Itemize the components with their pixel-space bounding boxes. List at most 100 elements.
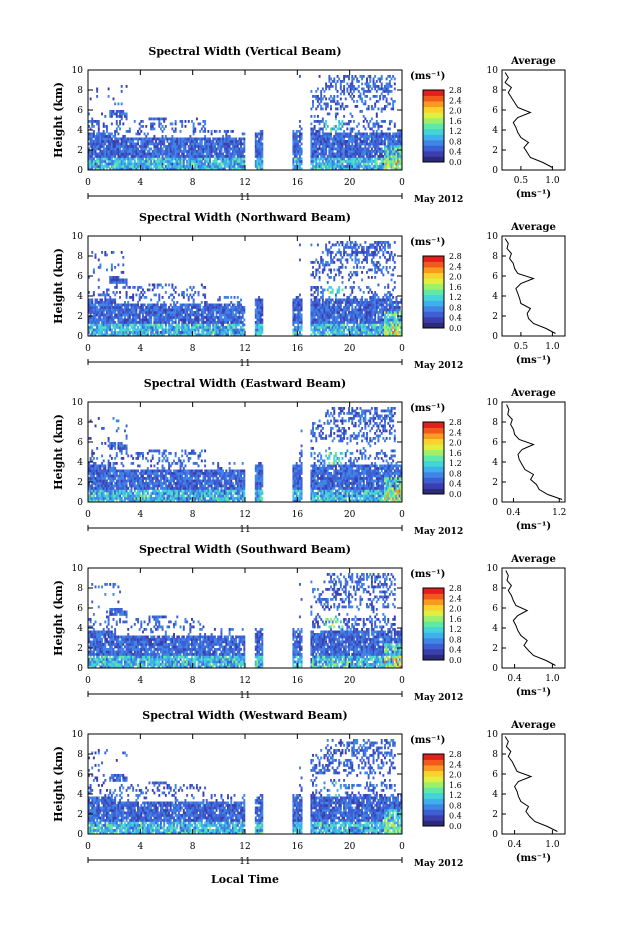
heatmap-cell bbox=[228, 160, 231, 163]
heatmap-cell bbox=[343, 306, 346, 309]
heatmap-cell bbox=[313, 331, 316, 334]
heatmap-cell bbox=[133, 145, 136, 148]
heatmap-cell bbox=[372, 150, 375, 153]
heatmap-cell bbox=[107, 311, 110, 314]
heatmap-cell bbox=[313, 296, 316, 299]
heatmap-cell bbox=[177, 326, 180, 329]
heatmap-cell bbox=[223, 130, 226, 133]
heatmap-cell bbox=[209, 321, 211, 324]
heatmap-cell bbox=[375, 120, 378, 123]
heatmap-cell bbox=[316, 130, 319, 133]
heatmap-cell bbox=[101, 323, 104, 327]
heatmap-cell bbox=[334, 107, 337, 111]
heatmap-cell bbox=[339, 135, 342, 138]
heatmap-cell bbox=[387, 145, 390, 148]
heatmap-cell bbox=[204, 137, 207, 141]
heatmap-cell bbox=[117, 115, 120, 118]
heatmap-cell bbox=[352, 298, 355, 302]
heatmap-cell bbox=[312, 157, 314, 161]
heatmap-cell bbox=[348, 278, 350, 282]
heatmap-cell bbox=[334, 298, 337, 302]
heatmap-cell bbox=[168, 283, 171, 287]
heatmap-cell bbox=[318, 165, 321, 168]
heatmap-cell bbox=[133, 306, 136, 309]
heatmap-cell bbox=[181, 321, 184, 324]
heatmap-cell bbox=[312, 316, 314, 319]
heatmap-cell bbox=[372, 145, 375, 148]
heatmap-cell bbox=[384, 107, 386, 111]
heatmap-cell bbox=[320, 92, 323, 96]
heatmap-cell bbox=[379, 150, 382, 153]
heatmap-cell bbox=[128, 321, 131, 324]
heatmap-cell bbox=[385, 135, 388, 138]
heatmap-cell bbox=[380, 77, 383, 81]
heatmap-cell bbox=[117, 142, 120, 146]
heatmap-cell bbox=[338, 248, 341, 252]
heatmap-cell bbox=[321, 140, 324, 143]
heatmap-cell bbox=[171, 122, 174, 126]
heatmap-cell bbox=[200, 328, 203, 332]
heatmap-cell bbox=[233, 142, 236, 146]
heatmap-cell bbox=[96, 167, 99, 171]
heatmap-cell bbox=[310, 145, 313, 148]
heatmap-cell bbox=[393, 137, 396, 141]
heatmap-cell bbox=[354, 155, 357, 158]
heatmap-cell bbox=[367, 328, 370, 332]
heatmap-cell bbox=[318, 333, 321, 337]
heatmap-cell bbox=[388, 132, 391, 136]
heatmap-cell bbox=[349, 152, 352, 156]
heatmap-cell bbox=[367, 152, 370, 156]
heatmap-cell bbox=[153, 283, 156, 287]
heatmap-cell bbox=[217, 316, 220, 319]
heatmap-cell bbox=[367, 82, 370, 86]
colorbar-swatch bbox=[423, 123, 444, 130]
heatmap-cell bbox=[362, 326, 365, 329]
heatmap-cell bbox=[385, 152, 388, 156]
heatmap-cell bbox=[135, 152, 138, 156]
heatmap-cell bbox=[339, 301, 342, 304]
heatmap-cell bbox=[202, 331, 205, 334]
heatmap-cell bbox=[114, 298, 117, 302]
heatmap-cell bbox=[222, 313, 225, 317]
heatmap-cell bbox=[343, 92, 346, 96]
heatmap-cell bbox=[352, 147, 355, 151]
heatmap-cell bbox=[91, 318, 94, 322]
heatmap-cell bbox=[315, 90, 318, 93]
heatmap-cell bbox=[92, 162, 95, 166]
heatmap-cell bbox=[310, 303, 313, 307]
heatmap-cell bbox=[114, 303, 117, 307]
heatmap-cell bbox=[354, 241, 357, 244]
heatmap-cell bbox=[176, 147, 179, 151]
heatmap-cell bbox=[182, 150, 185, 153]
heatmap-cell bbox=[192, 311, 195, 314]
heatmap-cell bbox=[158, 142, 161, 146]
heatmap-cell bbox=[94, 152, 97, 156]
heatmap-cell bbox=[220, 323, 223, 327]
heatmap-cell bbox=[338, 298, 341, 302]
heatmap-cell bbox=[364, 333, 367, 337]
heatmap-cell bbox=[361, 160, 364, 163]
heatmap-cell bbox=[370, 157, 373, 161]
heatmap-cell bbox=[310, 157, 313, 161]
heatmap-cell bbox=[114, 331, 117, 334]
heatmap-cell bbox=[320, 97, 323, 101]
heatmap-cell bbox=[102, 311, 105, 314]
heatmap-cell bbox=[143, 140, 146, 143]
heatmap-cell bbox=[168, 323, 171, 327]
heatmap-cell bbox=[330, 276, 332, 279]
heatmap-cell bbox=[102, 165, 105, 168]
heatmap-cell bbox=[138, 122, 141, 126]
heatmap-cell bbox=[202, 120, 205, 123]
heatmap-cell bbox=[295, 328, 298, 332]
profile-x-tick-label: 1.0 bbox=[545, 176, 560, 186]
heatmap-cell bbox=[231, 150, 234, 153]
heatmap-cell bbox=[316, 293, 319, 297]
heatmap-cell bbox=[364, 95, 367, 98]
heatmap-cell bbox=[366, 132, 368, 136]
heatmap-cell bbox=[233, 326, 236, 329]
heatmap-cell bbox=[97, 331, 100, 334]
heatmap-cell bbox=[119, 328, 122, 332]
heatmap-cell bbox=[110, 155, 113, 158]
heatmap-cell bbox=[227, 142, 229, 146]
heatmap-cell bbox=[348, 326, 350, 329]
